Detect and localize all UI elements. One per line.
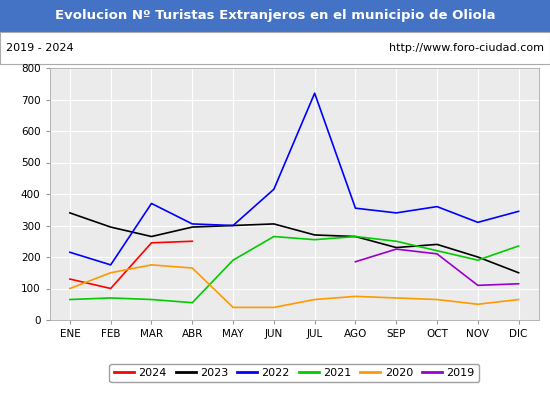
Text: http://www.foro-ciudad.com: http://www.foro-ciudad.com: [389, 43, 544, 53]
Text: Evolucion Nº Turistas Extranjeros en el municipio de Oliola: Evolucion Nº Turistas Extranjeros en el …: [55, 10, 495, 22]
Text: 2019 - 2024: 2019 - 2024: [6, 43, 73, 53]
Legend: 2024, 2023, 2022, 2021, 2020, 2019: 2024, 2023, 2022, 2021, 2020, 2019: [109, 364, 479, 382]
